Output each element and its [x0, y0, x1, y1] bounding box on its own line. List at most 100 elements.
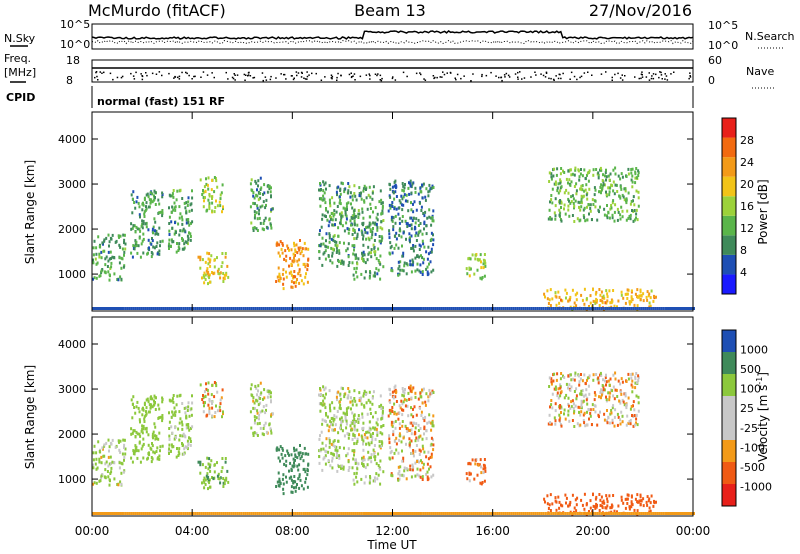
echo-cell [376, 477, 379, 481]
echo-cell [388, 408, 391, 412]
echo-cell [282, 512, 285, 515]
echo-cell [392, 225, 395, 229]
echo-cell [627, 172, 630, 176]
echo-cell [187, 405, 190, 409]
echo-cell [589, 209, 592, 213]
echo-cell [250, 178, 253, 182]
nave-point [501, 79, 503, 82]
echo-cell [161, 195, 164, 199]
echo-cell [547, 217, 550, 221]
echo-cell [550, 307, 553, 310]
echo-cell [390, 268, 393, 272]
echo-cell [156, 512, 159, 515]
echo-cell [263, 388, 266, 392]
echo-cell [363, 458, 366, 462]
echo-cell [350, 202, 352, 206]
echo-cell [216, 307, 219, 310]
echo-cell [171, 205, 174, 209]
echo-cell [568, 298, 571, 302]
echo-cell [398, 426, 401, 430]
echo-cell [177, 222, 180, 226]
echo-cell [155, 437, 158, 440]
echo-cell [414, 512, 417, 515]
echo-cell [375, 257, 378, 261]
echo-cell [329, 204, 332, 208]
echo-cell [262, 200, 265, 204]
echo-cell [488, 512, 491, 515]
echo-cell [283, 462, 286, 466]
nave-point [441, 76, 443, 78]
echo-cell [262, 307, 265, 310]
echo-cell [557, 495, 560, 499]
echo-cell [565, 188, 568, 192]
echo-cell [282, 277, 285, 281]
echo-cell [568, 178, 571, 182]
echo-cell [594, 404, 597, 408]
echo-cell [555, 378, 558, 382]
echo-cell [152, 307, 155, 310]
echo-cell [338, 454, 341, 458]
echo-cell [568, 383, 571, 387]
echo-cell [634, 386, 637, 390]
echo-cell [304, 247, 307, 251]
echo-cell [172, 208, 175, 212]
nave-point [392, 76, 394, 78]
echo-cell [430, 216, 433, 220]
echo-cell [262, 228, 265, 232]
echo-cell [403, 186, 406, 190]
echo-cell [348, 307, 351, 310]
echo-cell [579, 218, 582, 222]
echo-cell [414, 225, 416, 229]
echo-cell [286, 512, 289, 515]
echo-cell [180, 512, 183, 515]
echo-cell [626, 493, 629, 497]
echo-cell [344, 307, 347, 310]
echo-cell [683, 307, 685, 310]
echo-cell [122, 438, 125, 442]
echo-cell [635, 421, 637, 425]
echo-cell [631, 167, 634, 171]
echo-cell [103, 443, 106, 447]
echo-cell [432, 307, 435, 310]
echo-cell [268, 307, 271, 310]
echo-cell [392, 228, 395, 232]
echo-cell [351, 438, 354, 441]
echo-cell [154, 396, 157, 400]
echo-cell [394, 439, 397, 443]
echo-cell [141, 222, 144, 226]
echo-cell [255, 227, 258, 231]
echo-cell [430, 237, 433, 241]
echo-cell [498, 307, 501, 310]
echo-cell [362, 234, 365, 238]
echo-cell [492, 512, 495, 515]
echo-cell [113, 477, 116, 481]
echo-cell [605, 494, 608, 498]
echo-cell [599, 293, 602, 297]
nave-point [181, 71, 183, 74]
echo-cell [211, 195, 213, 199]
echo-cell [371, 230, 374, 234]
nave-point [109, 72, 112, 75]
echo-cell [648, 497, 651, 501]
echo-cell [216, 390, 219, 394]
echo-cell [360, 434, 363, 438]
echo-cell [432, 243, 435, 247]
echo-cell [352, 512, 355, 515]
echo-cell [574, 498, 577, 502]
echo-cell [477, 463, 480, 467]
echo-cell [103, 454, 106, 458]
echo-cell [592, 493, 594, 497]
echo-cell [390, 449, 393, 453]
echo-cell [404, 219, 407, 223]
echo-cell [270, 413, 273, 417]
nave-point [406, 75, 408, 78]
echo-cell [112, 512, 114, 515]
echo-cell [610, 204, 613, 207]
echo-cell [446, 307, 449, 310]
echo-cell [133, 406, 136, 409]
echo-cell [168, 398, 171, 402]
colorbar-segment [722, 235, 736, 255]
echo-cell [124, 242, 127, 246]
echo-cell [571, 214, 574, 217]
echo-cell [547, 422, 550, 426]
